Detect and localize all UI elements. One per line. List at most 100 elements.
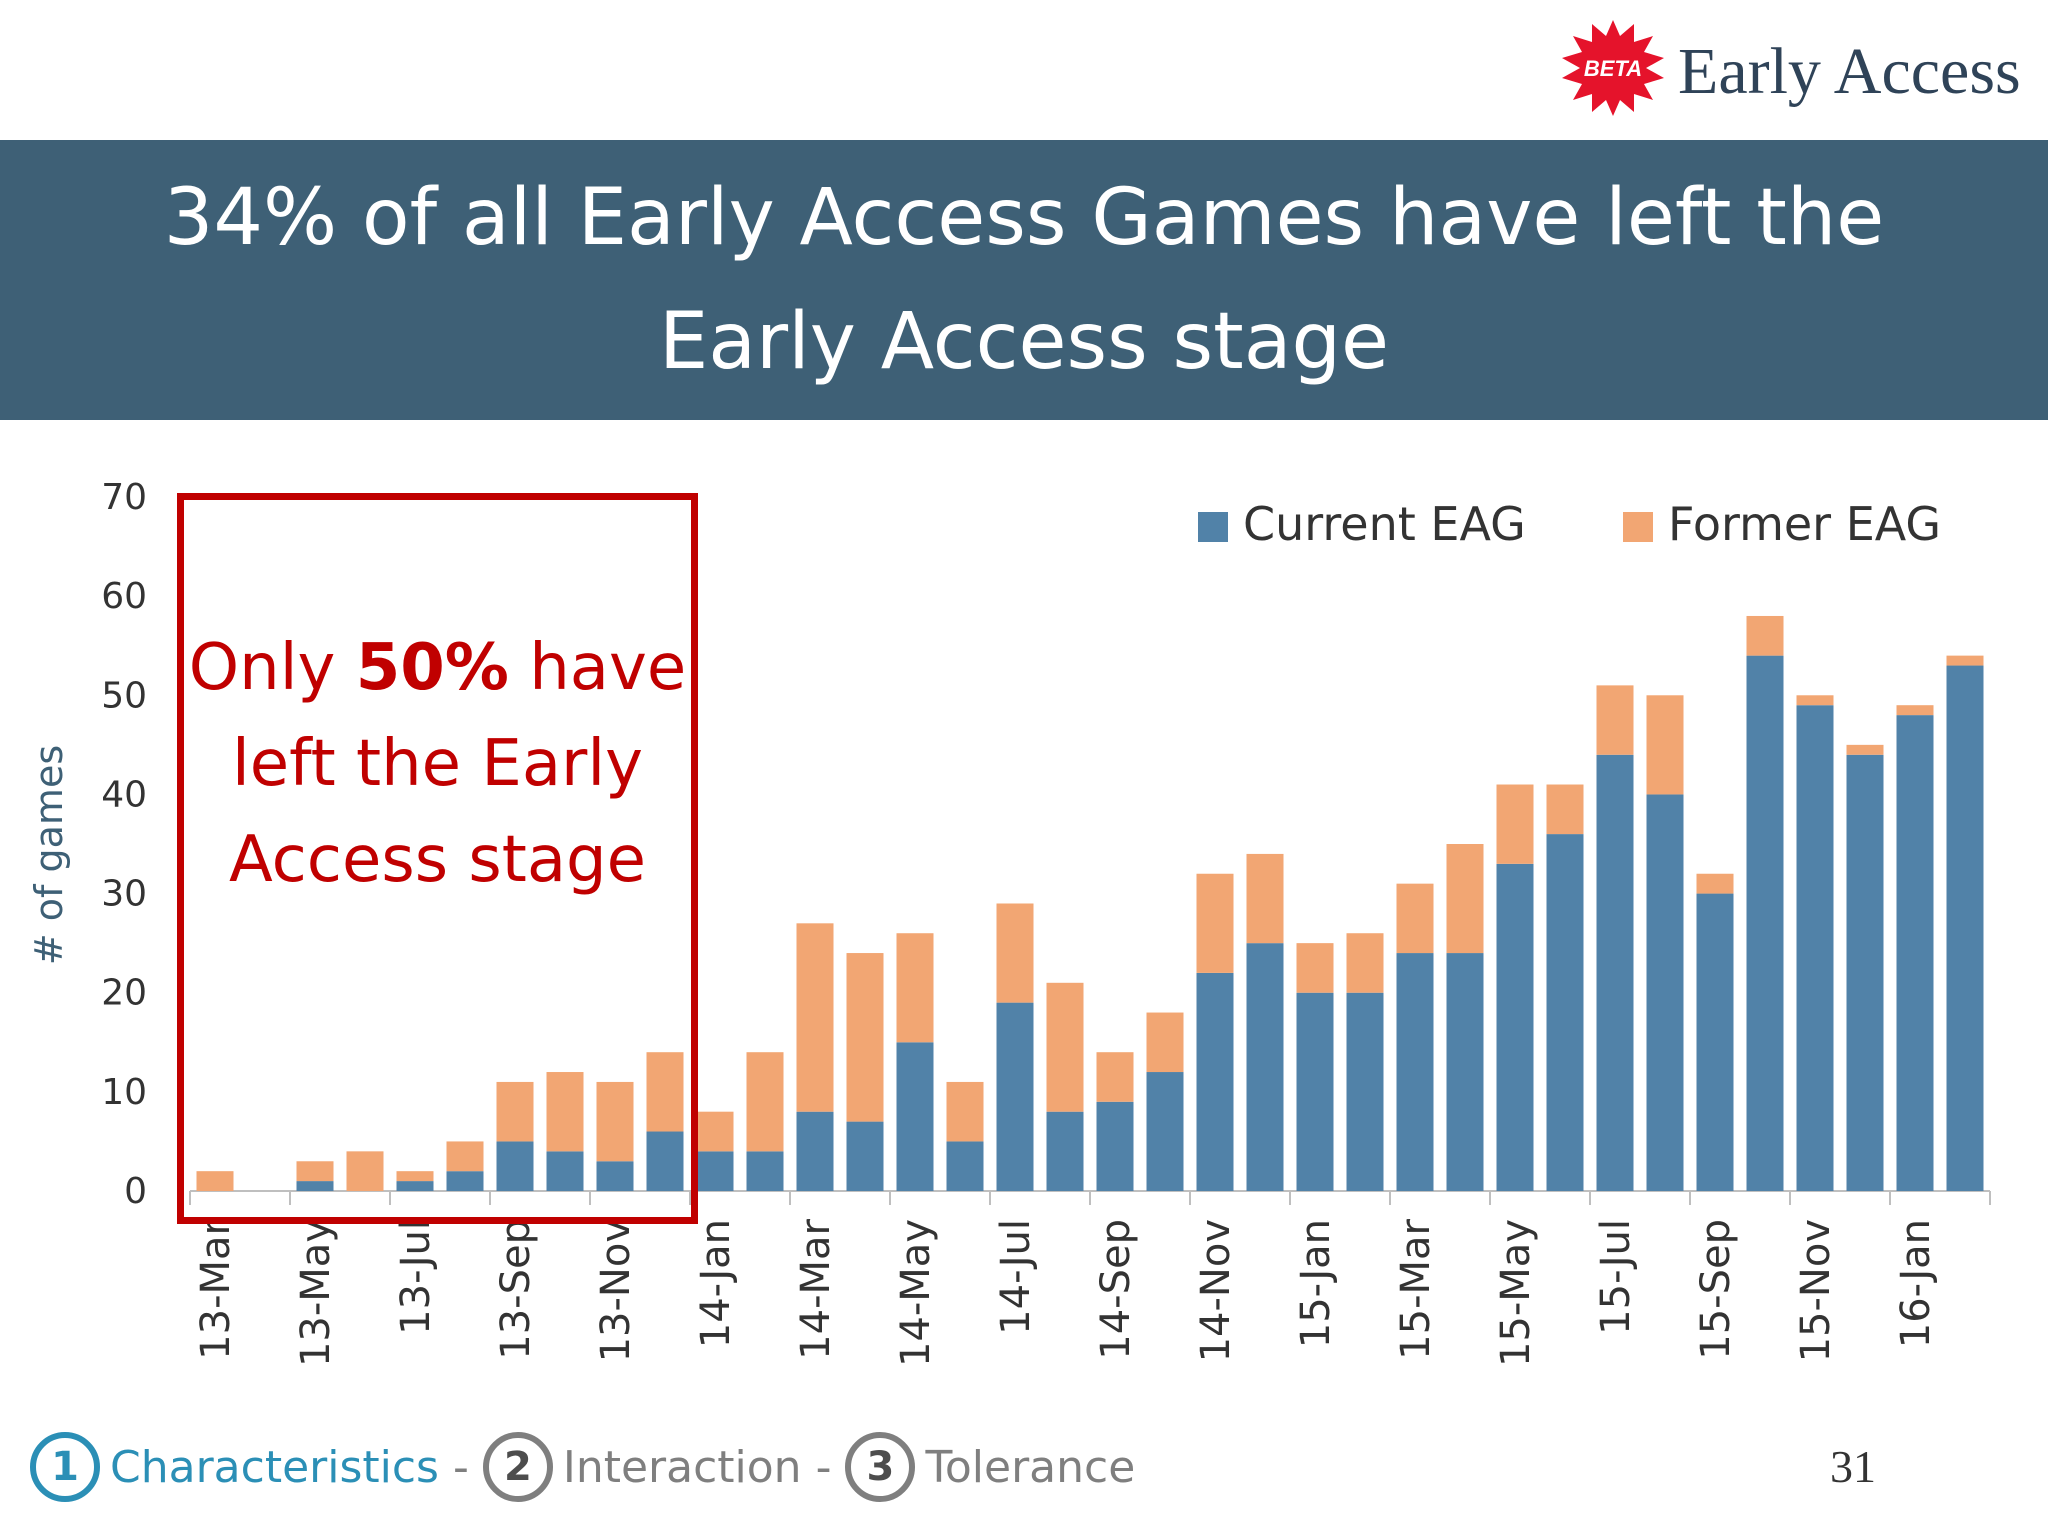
y-axis-ticks: 0 10 20 30 40 50 60 70 <box>101 477 147 1212</box>
bar-former-eag <box>696 1111 734 1152</box>
bar-former-eag <box>346 1151 384 1191</box>
x-tick-label: 14-Sep <box>1093 1219 1139 1360</box>
x-tick-label: 15-Mar <box>1393 1218 1439 1359</box>
bar-current-eag <box>1246 943 1284 1191</box>
step-1-number: 1 <box>30 1432 100 1502</box>
x-tick-label: 15-May <box>1493 1219 1539 1367</box>
bar-former-eag <box>646 1052 684 1132</box>
beta-starburst <box>1562 20 1664 116</box>
bar-former-eag <box>1496 784 1534 864</box>
title-banner: 34% of all Early Access Games have left … <box>0 140 2048 420</box>
bar-former-eag <box>596 1081 634 1162</box>
callout-emphasis: 50% <box>355 631 509 705</box>
y-tick-label: 70 <box>101 477 147 518</box>
y-tick-label: 20 <box>101 973 147 1014</box>
step-separator: - <box>815 1441 832 1493</box>
bar-current-eag <box>1946 665 1984 1191</box>
step-3-number: 3 <box>845 1432 916 1502</box>
step-2-label: Interaction <box>562 1441 802 1493</box>
step-interaction[interactable]: 2 Interaction <box>482 1432 802 1502</box>
y-tick-label: 0 <box>124 1171 147 1212</box>
x-tick-label: 14-Mar <box>793 1218 839 1359</box>
bar-former-eag <box>746 1052 784 1152</box>
bar-current-eag <box>1646 794 1684 1191</box>
bar-current-eag <box>1196 972 1234 1191</box>
bar-current-eag <box>1896 715 1934 1191</box>
y-tick-label: 30 <box>101 874 147 915</box>
y-tick-label: 40 <box>101 774 147 815</box>
bar-former-eag <box>196 1171 234 1191</box>
y-tick-label: 50 <box>101 675 147 716</box>
bar-former-eag <box>1546 784 1584 835</box>
step-tolerance[interactable]: 3 Tolerance <box>845 1432 1135 1502</box>
legend-swatch-current <box>1198 512 1228 542</box>
bar-current-eag <box>996 1002 1034 1191</box>
bar-current-eag <box>896 1042 934 1191</box>
beta-badge-icon: BETA <box>1562 20 1664 116</box>
bar-current-eag <box>596 1161 634 1191</box>
legend: Current EAG Former EAG <box>1198 497 1941 551</box>
bar-current-eag <box>696 1151 734 1191</box>
bar-current-eag <box>796 1111 834 1191</box>
bar-current-eag <box>1796 705 1834 1191</box>
bar-former-eag <box>796 923 834 1112</box>
bar-current-eag <box>1396 953 1434 1191</box>
bar-former-eag <box>1796 695 1834 706</box>
bar-current-eag <box>646 1131 684 1191</box>
legend-label-current: Current EAG <box>1243 497 1526 551</box>
bar-former-eag <box>1896 705 1934 716</box>
x-tick-label: 15-Nov <box>1793 1219 1839 1362</box>
early-access-logo: BETA Early Access <box>1558 14 2028 124</box>
bar-former-eag <box>1846 744 1884 755</box>
bar-current-eag <box>946 1141 984 1191</box>
page-title: 34% of all Early Access Games have left … <box>163 173 1885 387</box>
x-tick-label: 14-May <box>893 1219 939 1367</box>
bar-former-eag <box>1746 615 1784 656</box>
bar-current-eag <box>396 1181 434 1191</box>
bar-current-eag <box>1596 754 1634 1191</box>
bar-current-eag <box>1496 863 1534 1191</box>
bar-former-eag <box>446 1141 484 1172</box>
x-tick-label: 14-Jul <box>993 1219 1039 1335</box>
bar-current-eag <box>1146 1072 1184 1191</box>
bars <box>196 615 1984 1191</box>
callout-suffix: have left the Early Access stage <box>228 631 687 897</box>
legend-swatch-former <box>1623 512 1653 542</box>
bar-former-eag <box>496 1081 534 1142</box>
bar-current-eag <box>1296 992 1334 1191</box>
bar-former-eag <box>1196 873 1234 973</box>
x-tick-label: 15-Jul <box>1593 1219 1639 1335</box>
bar-current-eag <box>496 1141 534 1191</box>
bar-former-eag <box>1446 844 1484 954</box>
bar-current-eag <box>1046 1111 1084 1191</box>
bar-former-eag <box>1096 1052 1134 1102</box>
legend-label-former: Former EAG <box>1668 497 1941 551</box>
bar-former-eag <box>896 933 934 1043</box>
x-tick-label: 16-Jan <box>1893 1219 1939 1348</box>
step-characteristics[interactable]: 1 Characteristics <box>30 1432 439 1502</box>
x-tick-label: 15-Sep <box>1693 1219 1739 1360</box>
bar-current-eag <box>1846 754 1884 1191</box>
bar-former-eag <box>396 1171 434 1182</box>
bar-current-eag <box>1746 655 1784 1191</box>
bar-former-eag <box>996 903 1034 1003</box>
highlight-callout: Only 50% have left the Early Access stag… <box>177 620 698 908</box>
x-axis-ticks: 13-Mar 13-May 13-Jul 13-Sep 13-Nov 14-Jan 14-M… <box>189 1191 1991 1367</box>
bar-former-eag <box>1346 933 1384 993</box>
bar-current-eag <box>1096 1101 1134 1191</box>
bar-former-eag <box>1046 982 1084 1112</box>
page-number: 31 <box>1830 1441 1876 1492</box>
bar-former-eag <box>1396 883 1434 954</box>
y-tick-label: 10 <box>101 1072 147 1113</box>
bar-former-eag <box>1146 1012 1184 1073</box>
callout-prefix: Only <box>188 631 356 705</box>
bar-former-eag <box>1296 943 1334 993</box>
x-tick-label: 13-Jul <box>393 1219 439 1335</box>
x-tick-label: 15-Jan <box>1293 1219 1339 1348</box>
y-tick-label: 60 <box>101 576 147 617</box>
bar-former-eag <box>296 1161 334 1182</box>
step-1-label: Characteristics <box>110 1441 439 1493</box>
bar-current-eag <box>1346 992 1384 1191</box>
bar-former-eag <box>1696 873 1734 894</box>
